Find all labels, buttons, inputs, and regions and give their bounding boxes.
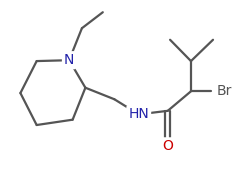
Text: N: N xyxy=(64,53,74,67)
Text: Br: Br xyxy=(216,84,232,98)
Text: HN: HN xyxy=(128,107,149,121)
Text: O: O xyxy=(162,139,173,153)
